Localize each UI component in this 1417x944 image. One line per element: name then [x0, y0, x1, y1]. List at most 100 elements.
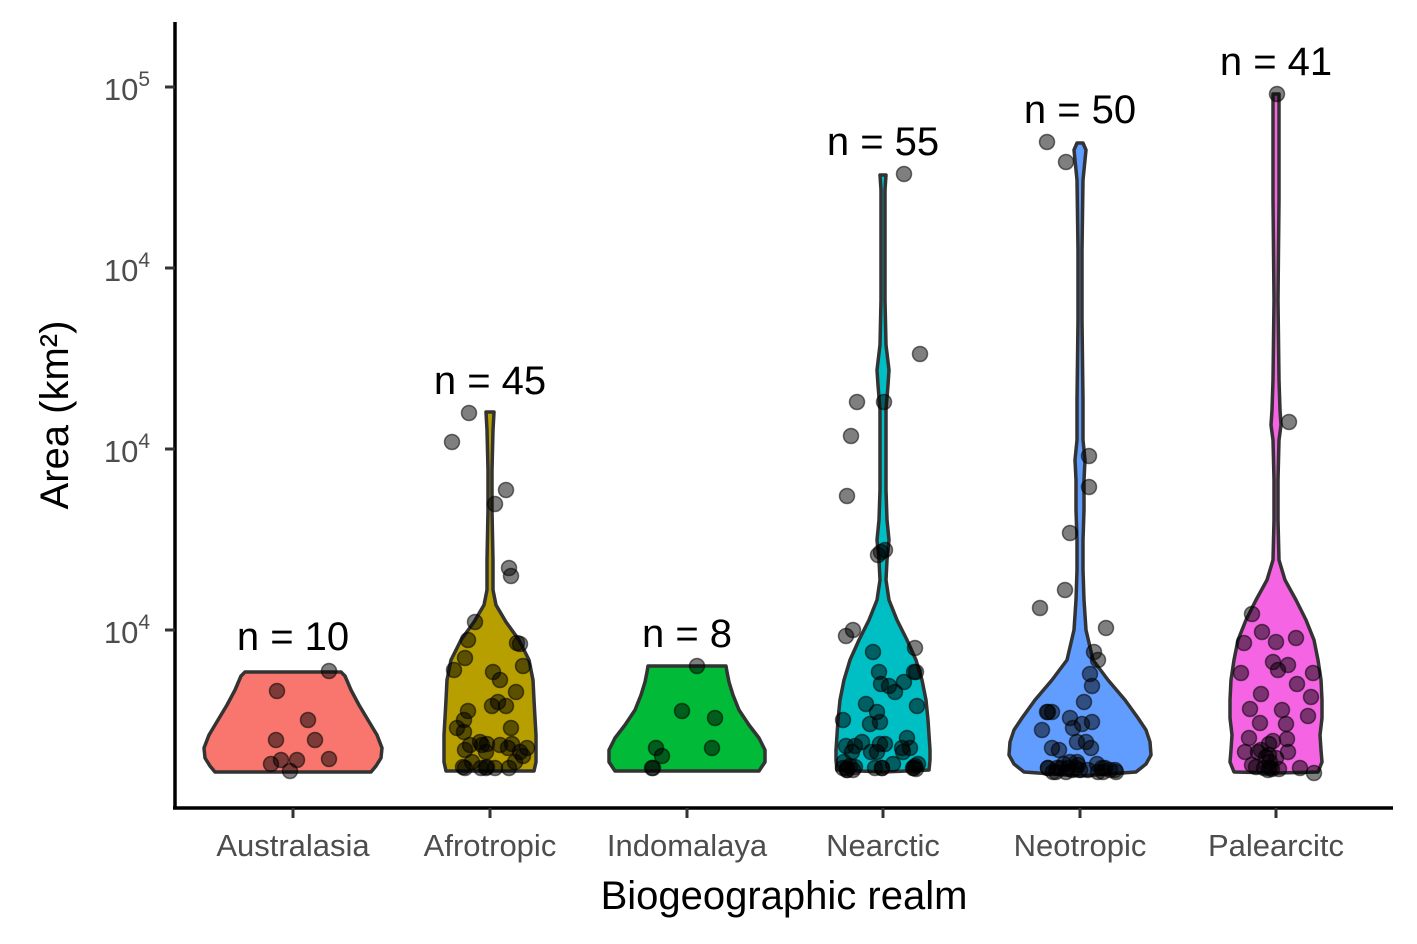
point-afrotropic	[502, 567, 520, 585]
violin-neotropic	[1007, 141, 1153, 778]
point-nearctic	[857, 695, 875, 713]
point-nearctic	[873, 759, 891, 777]
point-neotropic	[1097, 619, 1115, 637]
point-nearctic	[837, 627, 855, 645]
point-afrotropic	[456, 741, 474, 759]
point-afrotropic	[514, 657, 532, 675]
y-tick-label: 104	[104, 611, 150, 650]
point-nearctic	[906, 639, 924, 657]
n-label-palearcitc: n = 41	[1220, 40, 1332, 84]
point-neotropic	[1039, 703, 1057, 721]
point-neotropic	[1083, 677, 1101, 695]
point-neotropic	[1031, 599, 1049, 617]
x-tick-label-neotropic: Neotropic	[1014, 828, 1147, 863]
point-australasia	[306, 731, 324, 749]
point-nearctic	[908, 697, 926, 715]
point-indomalaya	[706, 709, 724, 727]
point-palearcitc	[1302, 688, 1320, 706]
point-afrotropic	[486, 759, 504, 777]
y-tick-label: 104	[104, 249, 150, 288]
point-indomalaya	[703, 739, 721, 757]
point-afrotropic	[456, 759, 474, 777]
point-australasia	[281, 762, 299, 780]
point-indomalaya	[673, 702, 691, 720]
point-afrotropic	[497, 697, 515, 715]
point-indomalaya	[653, 747, 671, 765]
point-australasia	[299, 711, 317, 729]
point-palearcitc	[1268, 85, 1286, 103]
point-afrotropic	[483, 697, 501, 715]
point-afrotropic	[460, 404, 478, 422]
point-nearctic	[911, 345, 929, 363]
violin-indomalaya	[607, 664, 767, 773]
point-afrotropic	[466, 613, 484, 631]
x-tick-label-australasia: Australasia	[216, 828, 370, 863]
point-indomalaya	[688, 657, 706, 675]
point-palearcitc	[1235, 634, 1253, 652]
n-label-nearctic: n = 55	[827, 120, 939, 164]
point-palearcitc	[1243, 605, 1261, 623]
point-nearctic	[895, 165, 913, 183]
x-tick-label-palearcitc: Palearcitc	[1208, 828, 1344, 863]
x-tick-label-afrotropic: Afrotropic	[424, 828, 557, 863]
y-axis-title: Area (km²)	[33, 321, 77, 510]
n-label-neotropic: n = 50	[1024, 88, 1136, 132]
point-palearcitc	[1280, 413, 1298, 431]
point-afrotropic	[491, 671, 509, 689]
point-nearctic	[864, 643, 882, 661]
point-neotropic	[1061, 524, 1079, 542]
point-neotropic	[1056, 581, 1074, 599]
point-nearctic	[842, 427, 860, 445]
point-afrotropic	[497, 481, 515, 499]
point-australasia	[320, 662, 338, 680]
point-afrotropic	[507, 683, 525, 701]
point-neotropic	[1079, 761, 1097, 779]
point-afrotropic	[445, 661, 463, 679]
point-neotropic	[1038, 133, 1056, 151]
y-tick-label: 104	[104, 430, 150, 469]
point-afrotropic	[502, 719, 520, 737]
point-neotropic	[1089, 651, 1107, 669]
n-labels-layer: n = 10 n = 45 n = 8 n = 55 n = 50 n = 41	[237, 40, 1332, 659]
point-nearctic	[893, 739, 911, 757]
point-nearctic	[886, 683, 904, 701]
x-axis-title: Biogeographic realm	[601, 874, 968, 918]
point-nearctic	[907, 663, 925, 681]
point-nearctic	[875, 393, 893, 411]
point-palearcitc	[1252, 685, 1270, 703]
point-australasia	[268, 682, 286, 700]
point-palearcitc	[1287, 629, 1305, 647]
point-nearctic	[844, 761, 862, 779]
point-nearctic	[871, 713, 889, 731]
jitter-points-layer	[262, 85, 1323, 782]
point-palearcitc	[1279, 656, 1297, 674]
point-indomalaya	[644, 759, 662, 777]
point-neotropic	[1075, 693, 1093, 711]
point-palearcitc	[1291, 759, 1309, 777]
point-afrotropic	[518, 739, 536, 757]
x-tick-label-nearctic: Nearctic	[826, 828, 940, 863]
x-ticks: Australasia Afrotropic Indomalaya Nearctic N…	[216, 808, 1344, 863]
point-neotropic	[1080, 447, 1098, 465]
y-tick-label: 105	[104, 68, 150, 107]
point-nearctic	[838, 487, 856, 505]
point-palearcitc	[1251, 714, 1269, 732]
point-palearcitc	[1277, 715, 1295, 733]
point-nearctic	[876, 541, 894, 559]
n-label-australasia: n = 10	[237, 615, 349, 659]
point-afrotropic	[456, 649, 474, 667]
point-palearcitc	[1304, 664, 1322, 682]
y-ticks: 104 104 104 105	[104, 68, 175, 650]
point-neotropic	[1082, 739, 1100, 757]
point-afrotropic	[486, 495, 504, 513]
point-palearcitc	[1305, 764, 1323, 782]
point-palearcitc	[1232, 664, 1250, 682]
point-nearctic	[848, 393, 866, 411]
violin-layer	[202, 92, 1324, 778]
point-neotropic	[1096, 759, 1114, 777]
point-palearcitc	[1264, 732, 1282, 750]
point-neotropic	[1080, 478, 1098, 496]
point-palearcitc	[1253, 623, 1271, 641]
point-afrotropic	[443, 433, 461, 451]
